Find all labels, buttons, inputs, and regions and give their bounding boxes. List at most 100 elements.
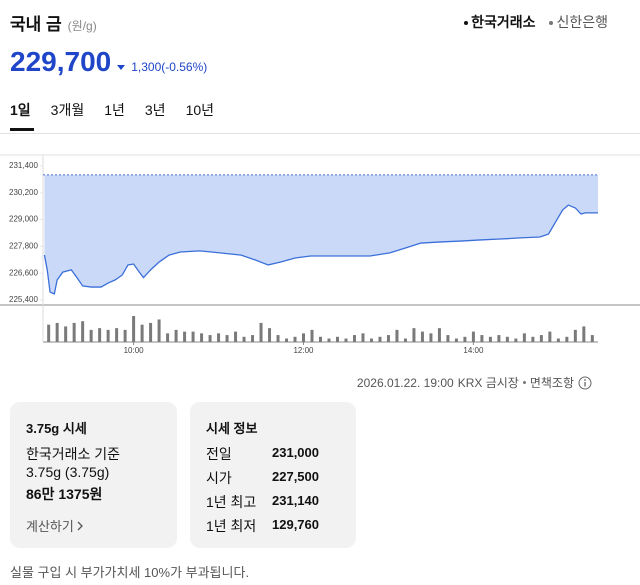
volume-bar (89, 329, 93, 342)
volume-bar (319, 336, 322, 342)
volume-bar (302, 333, 306, 342)
row-value: 231,140 (272, 493, 319, 508)
volume-bar (454, 338, 458, 342)
volume-bar (565, 336, 569, 342)
x-tick-label: 10:00 (124, 346, 145, 355)
price-change: 1,300(-0.56%) (131, 60, 207, 74)
volume-bar (285, 338, 289, 342)
volume-bar (47, 324, 51, 342)
volume-bar (429, 333, 433, 342)
volume-bar (208, 335, 212, 342)
period-tabs: 1일 3개월 1년 3년 10년 (10, 100, 214, 120)
period-tab[interactable]: 10년 (185, 102, 215, 118)
x-tick-label: 14:00 (463, 346, 484, 355)
volume-bar (123, 329, 127, 342)
bullet (549, 21, 554, 26)
area-fill (44, 174, 598, 294)
source-tab[interactable]: 한국거래소 (464, 12, 535, 32)
volume-bar (582, 326, 586, 342)
volume-bar (446, 335, 450, 342)
title-text: 국내 금 (10, 15, 62, 34)
bullet (464, 21, 469, 26)
volume-bar (403, 338, 407, 342)
volume-bar (463, 336, 467, 342)
volume-bar (386, 335, 390, 342)
volume-bar (310, 329, 314, 342)
unit-text: (원/g) (67, 19, 97, 33)
card-line: 86만 1375원 (26, 486, 103, 502)
volume-bar (115, 328, 119, 342)
price-row: 229,700 1,300(-0.56%) (10, 46, 207, 78)
volume-bar (251, 335, 255, 342)
volume-bar (166, 333, 170, 342)
down-arrow (117, 65, 126, 70)
calc-link[interactable]: 계산하기 (26, 516, 84, 535)
timestamp: 2026.01.22. 19:00 (356, 375, 454, 390)
volume-bar (361, 333, 365, 342)
source-tabs: 한국거래소 신한은행 (464, 12, 608, 32)
row-label: 1년 최고 (206, 494, 257, 510)
chart-note: 2026.01.22. 19:00 KRX 금시장 면책조항 (357, 374, 592, 391)
change-amount: 1,300 (131, 60, 162, 74)
volume-bar (335, 336, 339, 342)
volume-bar (72, 322, 76, 342)
period-tab[interactable]: 1년 (104, 102, 125, 118)
volume-bar (548, 331, 552, 342)
volume-bar (55, 322, 59, 342)
volume-bar (149, 322, 153, 342)
volume-bar (522, 333, 526, 342)
volume-bar (531, 336, 535, 342)
volume-bar (471, 331, 475, 342)
volume-bar (497, 335, 501, 342)
link-text: 계산하기 (26, 519, 74, 534)
volume-bar (395, 329, 399, 342)
volume-bar (556, 338, 560, 342)
disclaimer-link[interactable]: 면책조항 (529, 376, 574, 390)
volume-bar (539, 335, 543, 342)
volume-bar (514, 338, 518, 342)
row-value: 231,000 (272, 445, 319, 460)
period-tab[interactable]: 3개월 (50, 102, 85, 118)
volume-bar (573, 329, 577, 342)
volume-bar (293, 336, 297, 342)
volume-bar (369, 338, 373, 342)
y-tick-label: 225,400 (9, 295, 38, 304)
y-tick-label: 229,000 (9, 215, 38, 224)
chevron (78, 521, 84, 531)
volume-bar (590, 335, 594, 342)
volume-bar (225, 335, 229, 342)
info-icon[interactable] (578, 376, 592, 390)
volume-bar (200, 333, 204, 342)
card: 시세 정보 전일 231,000 시가 227,500 1년 최고 231,140 1년 최… (190, 402, 356, 548)
source-tab[interactable]: 신한은행 (549, 12, 608, 32)
card-line: 3.75g (3.75g) (26, 464, 110, 480)
page-title: 국내 금 (원/g) (10, 10, 97, 35)
volume-bar (98, 328, 102, 342)
row-label: 1년 최저 (206, 518, 257, 534)
card-line: 한국거래소 기준 (26, 446, 121, 462)
volume-bar (64, 326, 68, 342)
volume-bar (378, 336, 382, 342)
volume-bar (183, 331, 187, 342)
current-price: 229,700 (10, 46, 112, 77)
y-tick-label: 231,400 (9, 161, 38, 170)
volume-bar (268, 328, 272, 342)
volume-bar (344, 338, 348, 342)
period-tab[interactable]: 1일 (10, 102, 31, 118)
volume-bar (191, 331, 195, 342)
price-line (43, 204, 598, 295)
volume-bar (106, 329, 110, 342)
separator (522, 381, 526, 384)
period-tab[interactable]: 3년 (144, 102, 166, 118)
source-label: 한국거래소 (471, 14, 536, 30)
card-title: 3.75g 시세 (26, 421, 87, 436)
y-tick-label: 230,200 (9, 188, 38, 197)
volume-bar (420, 331, 424, 342)
chart: 225,400 226,600 227,800 229,000 230,200 231,4… (0, 154, 640, 355)
volume-bar (242, 336, 246, 342)
row-label: 시가 (206, 470, 232, 486)
y-tick-label: 226,600 (9, 268, 38, 277)
row-label: 전일 (206, 446, 232, 462)
